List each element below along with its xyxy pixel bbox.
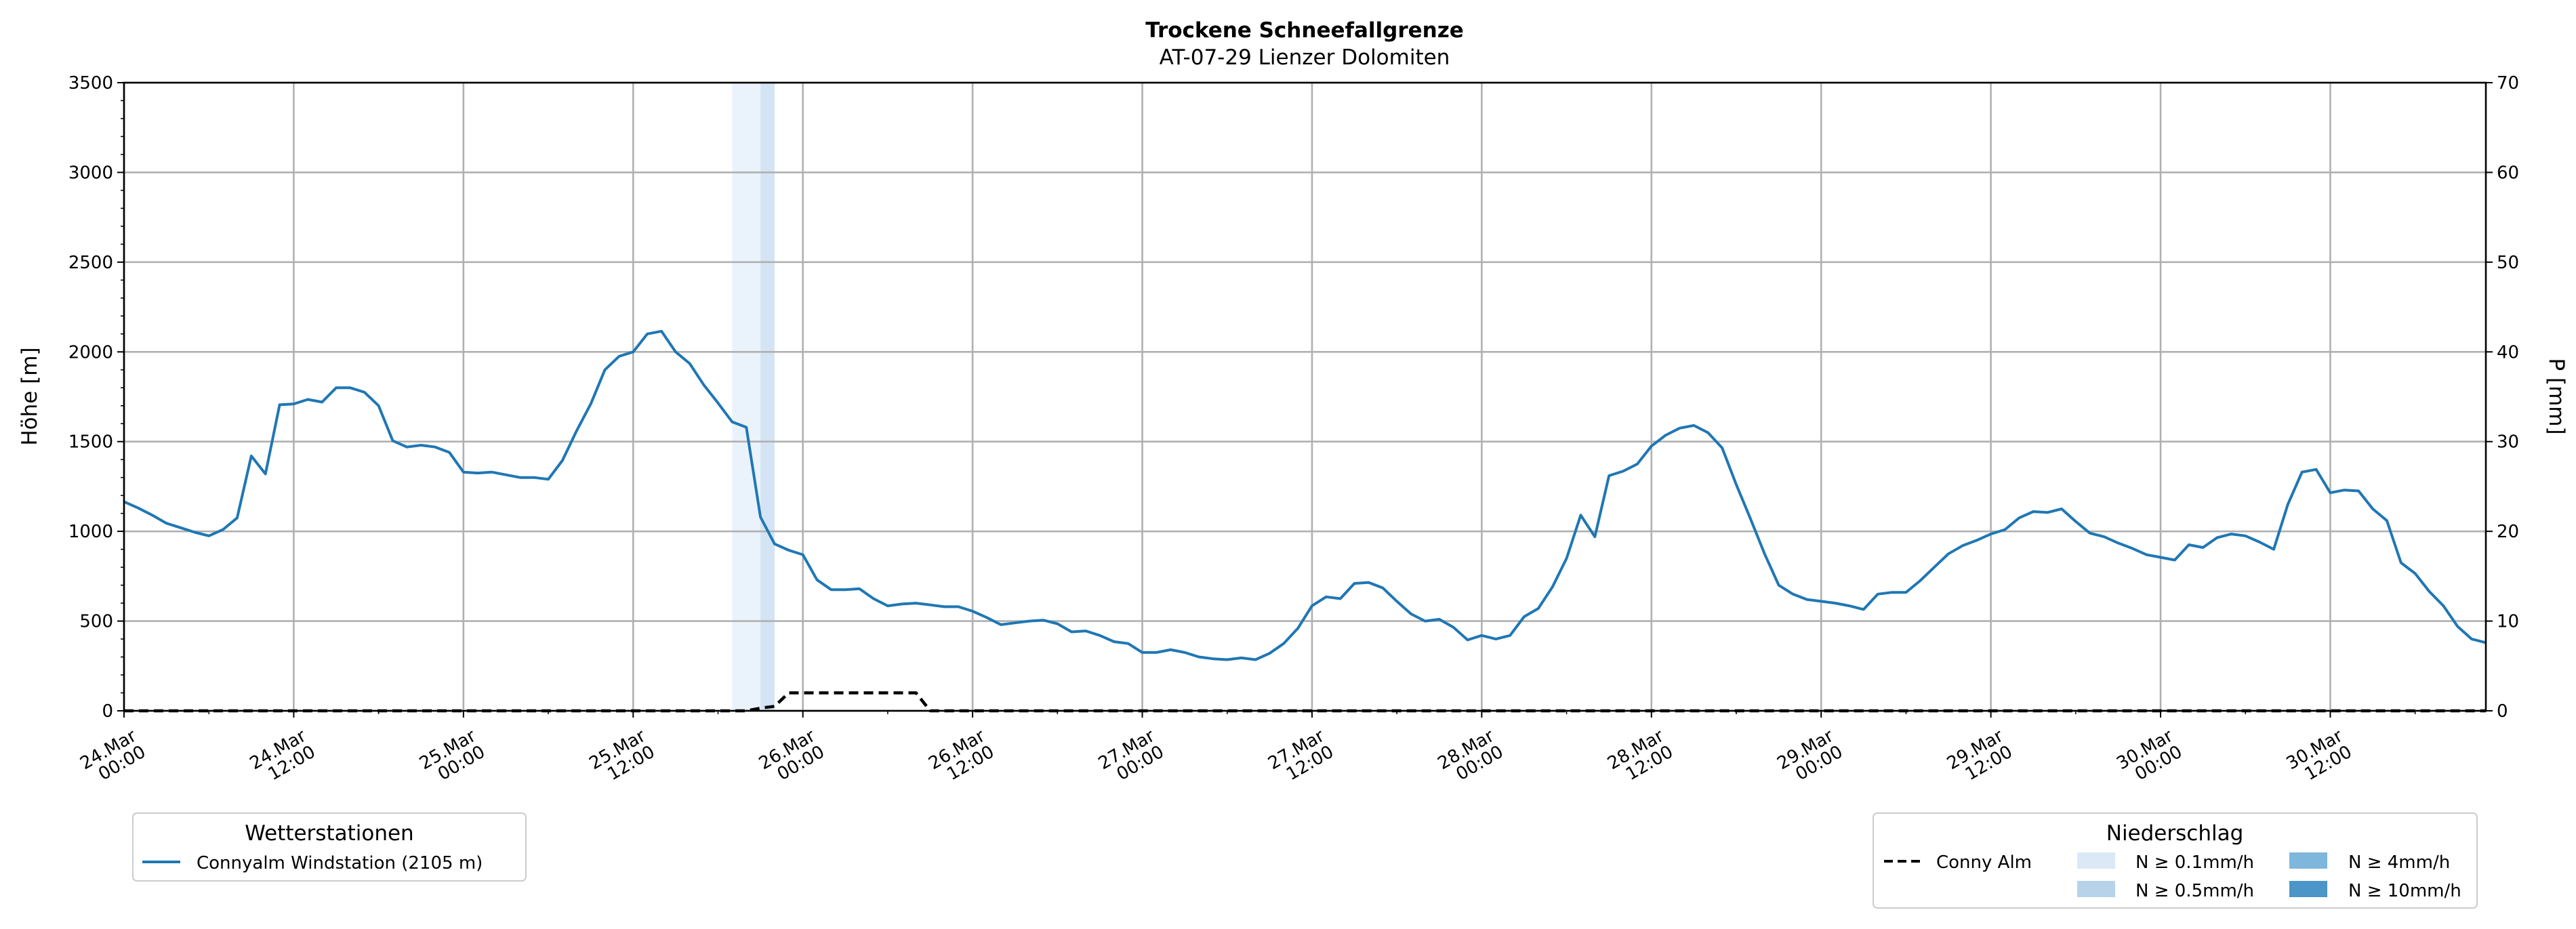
x-tick-label: 30.Mar00:00	[2113, 726, 2186, 790]
x-tick-label: 25.Mar12:00	[586, 726, 658, 790]
x-tick-label: 26.Mar12:00	[925, 726, 998, 790]
precip-bands	[732, 83, 775, 711]
legend-stations: Wetterstationen Connyalm Windstation (21…	[132, 812, 527, 882]
y-tick-label: 0	[102, 701, 113, 722]
x-tick-label: 27.Mar00:00	[1095, 726, 1168, 790]
legend-precip-swatch-1	[2077, 852, 2115, 869]
legend-stations-entry: Connyalm Windstation (2105 m)	[197, 853, 483, 873]
series-line-1	[124, 691, 2486, 713]
y2-tick-label: 0	[2497, 701, 2508, 722]
legend-precip-swatch-4	[2289, 881, 2327, 897]
y-tick-label: 2000	[68, 342, 113, 363]
x-tick-label: 29.Mar12:00	[1944, 726, 2016, 790]
y2-tick-label: 40	[2497, 342, 2519, 363]
y2-tick-label: 30	[2497, 432, 2519, 453]
plot-frame	[123, 81, 2487, 712]
y2-tick-label: 20	[2497, 522, 2519, 542]
legend-precip-label-3: N ≥ 4mm/h	[2348, 852, 2450, 873]
chart-subtitle: AT-07-29 Lienzer Dolomiten	[1160, 45, 1450, 70]
y-tick-label: 1500	[68, 432, 113, 453]
y-tick-label: 1000	[68, 522, 113, 542]
legend-precip-label-2: N ≥ 0.5mm/h	[2135, 881, 2254, 901]
axes: 0 500 1000 1500 2000 2500 3000 3500 0 10 20 30 40 50 6…	[68, 73, 2519, 790]
x-tick-label: 24.Mar12:00	[247, 726, 319, 790]
legend-stations-title: Wetterstationen	[245, 821, 413, 846]
legend-precip-swatch-2	[2077, 881, 2115, 897]
legend-precip-line-label: Conny Alm	[1936, 852, 2032, 873]
x-tick-label: 30.Mar12:00	[2283, 726, 2356, 790]
x-tick-label: 28.Mar00:00	[1435, 726, 1507, 790]
y2-axis-label: P [mm]	[2544, 358, 2569, 434]
y-tick-label: 3000	[68, 163, 113, 183]
y2-tick-label: 70	[2497, 73, 2519, 94]
legend-precip-label-1: N ≥ 0.1mm/h	[2135, 852, 2254, 873]
chart-title: Trockene Schneefallgrenze	[1145, 18, 1464, 43]
legend-precip: Niederschlag Conny Alm N ≥ 0.1mm/h N ≥ 0…	[1873, 812, 2478, 909]
legend-precip-swatch-3	[2289, 852, 2327, 869]
x-tick-label: 26.Mar00:00	[756, 726, 828, 790]
y2-tick-label: 10	[2497, 612, 2519, 632]
series-lines	[123, 329, 2487, 713]
x-tick-label: 24.Mar00:00	[77, 726, 149, 790]
y-tick-label: 2500	[68, 253, 113, 273]
legend-precip-title: Niederschlag	[2106, 821, 2244, 846]
y-tick-label: 3500	[68, 73, 113, 94]
precip-band-0	[732, 83, 761, 711]
y-axis-label: Höhe [m]	[18, 347, 42, 445]
legend-stations-frame	[132, 812, 527, 882]
y2-tick-label: 60	[2497, 163, 2519, 183]
legend-precip-label-4: N ≥ 10mm/h	[2348, 881, 2461, 901]
y-tick-label: 500	[79, 612, 113, 632]
x-tick-label: 27.Mar12:00	[1265, 726, 1337, 790]
grid-lines	[123, 81, 2486, 712]
precip-band-1	[760, 83, 775, 711]
x-tick-label: 29.Mar00:00	[1774, 726, 1846, 790]
series-line-0	[123, 329, 2487, 661]
x-tick-label: 28.Mar12:00	[1604, 726, 1677, 790]
x-tick-label: 25.Mar00:00	[416, 726, 489, 790]
y2-tick-label: 50	[2497, 253, 2519, 273]
